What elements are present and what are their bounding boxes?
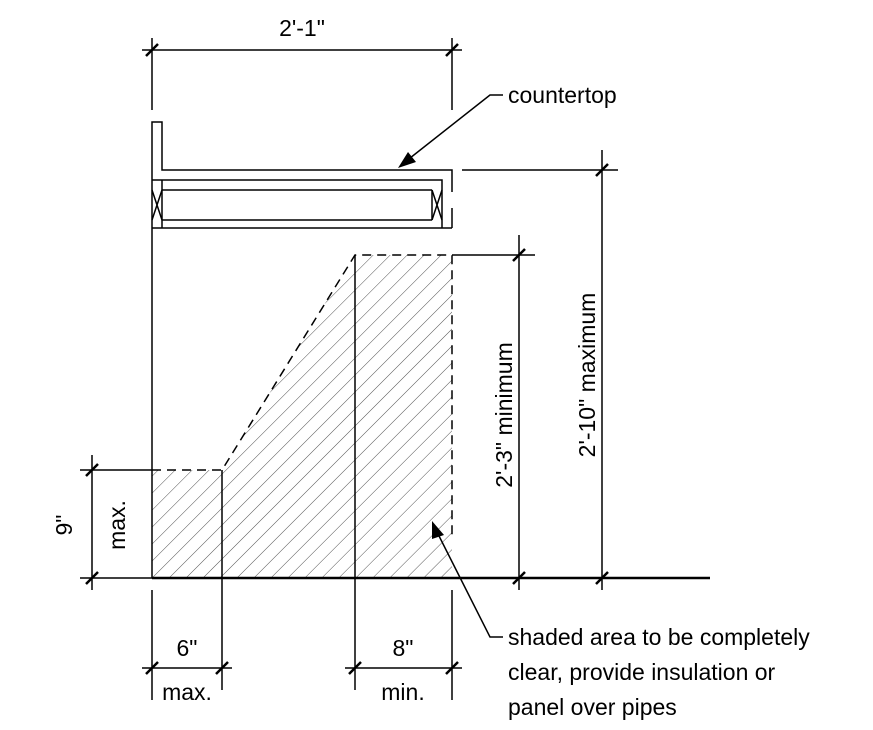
min-clearance-dimension [452,235,535,590]
dimension-label: 8" [393,635,414,661]
leader-arrow [432,521,503,638]
leader-arrow [398,94,503,168]
callout-label: countertop [508,82,617,108]
countertop-section [151,121,453,578]
dimension-note: min. [381,679,424,705]
max-height-dimension [462,150,618,590]
dimension-note: max. [162,679,212,705]
dimension-label: 2'-3" minimum [491,342,517,487]
dimension-label: 2'-10" maximum [574,293,600,458]
clear-area [152,255,452,578]
dimension-note: max. [104,500,130,550]
toe-depth-dimension [142,590,232,700]
callout-label: panel over pipes [508,694,677,720]
dimension-label: 9" [51,515,77,536]
knee-depth-dimension [345,590,462,700]
callout-label: shaded area to be completely [508,624,810,650]
dimension-label: 2'-1" [279,15,325,41]
callout-label: clear, provide insulation or [508,659,776,685]
dimension-label: 6" [177,635,198,661]
width-dimension [142,38,462,110]
toe-height-dimension [80,455,152,590]
